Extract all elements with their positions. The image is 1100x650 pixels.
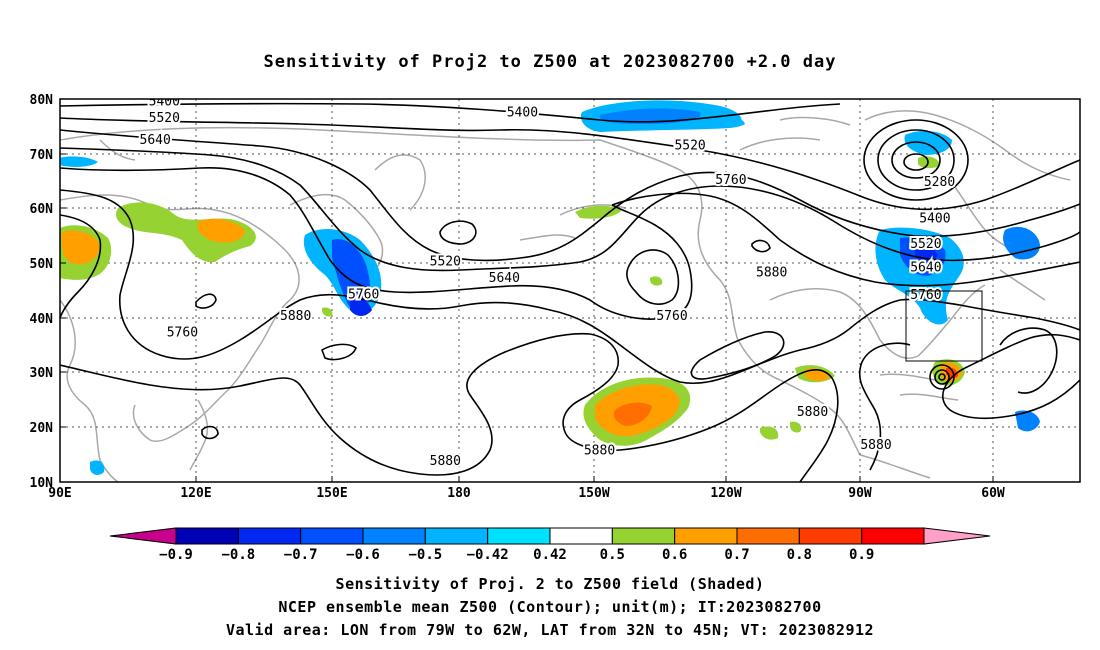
- coastlines: [60, 110, 1071, 482]
- shade-blue-small-1: [60, 156, 98, 167]
- lat-label-40n: 40N: [30, 312, 54, 327]
- colorbar-swatch: [487, 527, 551, 545]
- shade-green-greenland: [918, 156, 940, 169]
- colorbar-tick-label: 0.6: [662, 547, 687, 563]
- shade-green-alaska: [575, 205, 622, 219]
- colorbar-tick-label: −0.9: [159, 547, 193, 563]
- contour-label: 5520: [149, 111, 180, 126]
- contour-label: 5880: [584, 443, 615, 458]
- colorbar-tick-label: 0.8: [787, 547, 812, 563]
- shade-orange-west: [61, 230, 100, 265]
- shade-green-small-2: [322, 307, 333, 317]
- colorbar-swatch: [861, 527, 925, 545]
- lon-label-90e: 90E: [48, 486, 71, 501]
- colorbar-swatch: [798, 527, 863, 545]
- tick-marks: [60, 98, 994, 482]
- colorbar-tick-label: −0.5: [408, 547, 442, 563]
- contour-label: 5400: [149, 95, 180, 110]
- lat-label-70n: 70N: [30, 148, 54, 163]
- colorbar-swatch: [611, 527, 676, 545]
- colorbar-swatch: [736, 527, 800, 545]
- caption-line-1: Sensitivity of Proj. 2 to Z500 field (Sh…: [336, 575, 765, 593]
- colorbar-swatch: [362, 527, 426, 545]
- lon-label-90w: 90W: [848, 486, 872, 501]
- contour-label: 5880: [756, 265, 787, 280]
- colorbar-tick-label: 0.9: [849, 547, 874, 563]
- shade-blue-labrador: [1003, 226, 1040, 260]
- shade-blue-kamchatka-deep: [350, 298, 372, 316]
- contour-label: 5400: [507, 106, 538, 121]
- colorbar-swatch: [674, 527, 738, 545]
- shade-blue-small-3: [710, 115, 745, 128]
- shade-green-gulf: [760, 426, 779, 440]
- shade-blue-small-2: [90, 460, 105, 475]
- z500-contours: [60, 102, 1080, 482]
- colorbar: −0.9 −0.8 −0.7 −0.6 −0.5 −0.42 0.42 0.5 0.6 0.7 0.…: [109, 527, 991, 563]
- contour-label: 5760: [167, 326, 198, 341]
- lon-label-180: 180: [447, 486, 471, 501]
- colorbar-tick-label: −0.6: [346, 547, 380, 563]
- map-frame: [59, 98, 1081, 483]
- latitude-labels: 80N 70N 60N 50N 40N 30N 20N 10N: [30, 93, 54, 491]
- caption-line-2: NCEP ensemble mean Z500 (Contour); unit(…: [278, 598, 821, 616]
- lat-label-20n: 20N: [30, 421, 54, 436]
- shade-green-small-1: [650, 276, 663, 286]
- colorbar-swatch: [175, 527, 239, 545]
- contour-label: 5640: [489, 271, 520, 286]
- contour-label: 5760: [656, 309, 687, 324]
- lat-label-80n: 80N: [30, 93, 54, 108]
- shade-orange-siberia: [197, 218, 245, 243]
- lon-label-60w: 60W: [981, 486, 1005, 501]
- contour-label: 5640: [910, 261, 941, 276]
- contour-label: 5280: [924, 175, 955, 190]
- colorbar-tick-label: 0.42: [533, 547, 567, 563]
- shade-blue-atlantic-south: [1015, 410, 1040, 432]
- shade-green-siberia: [115, 202, 256, 263]
- shade-deep-orange-mexico: [613, 402, 652, 426]
- lat-label-60n: 60N: [30, 202, 54, 217]
- contour-label: 5880: [797, 405, 828, 420]
- contour-label: 5520: [430, 255, 461, 270]
- lat-label-10n: 10N: [30, 476, 54, 491]
- shade-green-small-3: [790, 421, 802, 433]
- colorbar-swatch: [424, 527, 489, 545]
- colorbar-tick-label: 0.5: [600, 547, 625, 563]
- caption-line-3: Valid area: LON from 79W to 62W, LAT fro…: [226, 621, 874, 639]
- contour-label: 5640: [140, 133, 171, 148]
- colorbar-tick-label: −0.8: [221, 547, 255, 563]
- longitude-labels: 90E 120E 150E 180 150W 120W 90W 60W: [48, 486, 1005, 501]
- colorbar-tick-label: 0.7: [724, 547, 749, 563]
- contour-label: 5880: [280, 309, 311, 324]
- contour-label: 5520: [674, 139, 705, 154]
- colorbar-tick-label: −0.42: [467, 547, 509, 563]
- valid-area-box: [905, 290, 983, 362]
- lon-label-120w: 120W: [710, 486, 741, 501]
- lon-label-120e: 120E: [180, 486, 211, 501]
- contour-label: 5760: [348, 287, 379, 302]
- colorbar-min-arrow: [109, 527, 177, 545]
- colorbar-swatch: [300, 527, 364, 545]
- sensitivity-shading: [60, 100, 1040, 475]
- colorbar-tick-label: −0.7: [284, 547, 318, 563]
- contour-label: 5880: [430, 454, 461, 469]
- colorbar-max-arrow: [923, 527, 991, 545]
- contour-label: 5520: [910, 237, 941, 252]
- colorbar-swatch: [549, 527, 613, 545]
- map-title: Sensitivity of Proj2 to Z500 at 20230827…: [264, 52, 837, 72]
- contour-label: 5880: [860, 438, 891, 453]
- contour-label: 5760: [910, 288, 941, 303]
- shade-blue-kamchatka-core: [332, 239, 371, 312]
- contour-label: 5760: [715, 173, 746, 188]
- colorbar-swatch: [237, 527, 302, 545]
- contour-label: 5400: [919, 211, 950, 226]
- lon-label-150e: 150E: [316, 486, 347, 501]
- lat-label-30n: 30N: [30, 366, 54, 381]
- lon-label-150w: 150W: [578, 486, 609, 501]
- lat-label-50n: 50N: [30, 257, 54, 272]
